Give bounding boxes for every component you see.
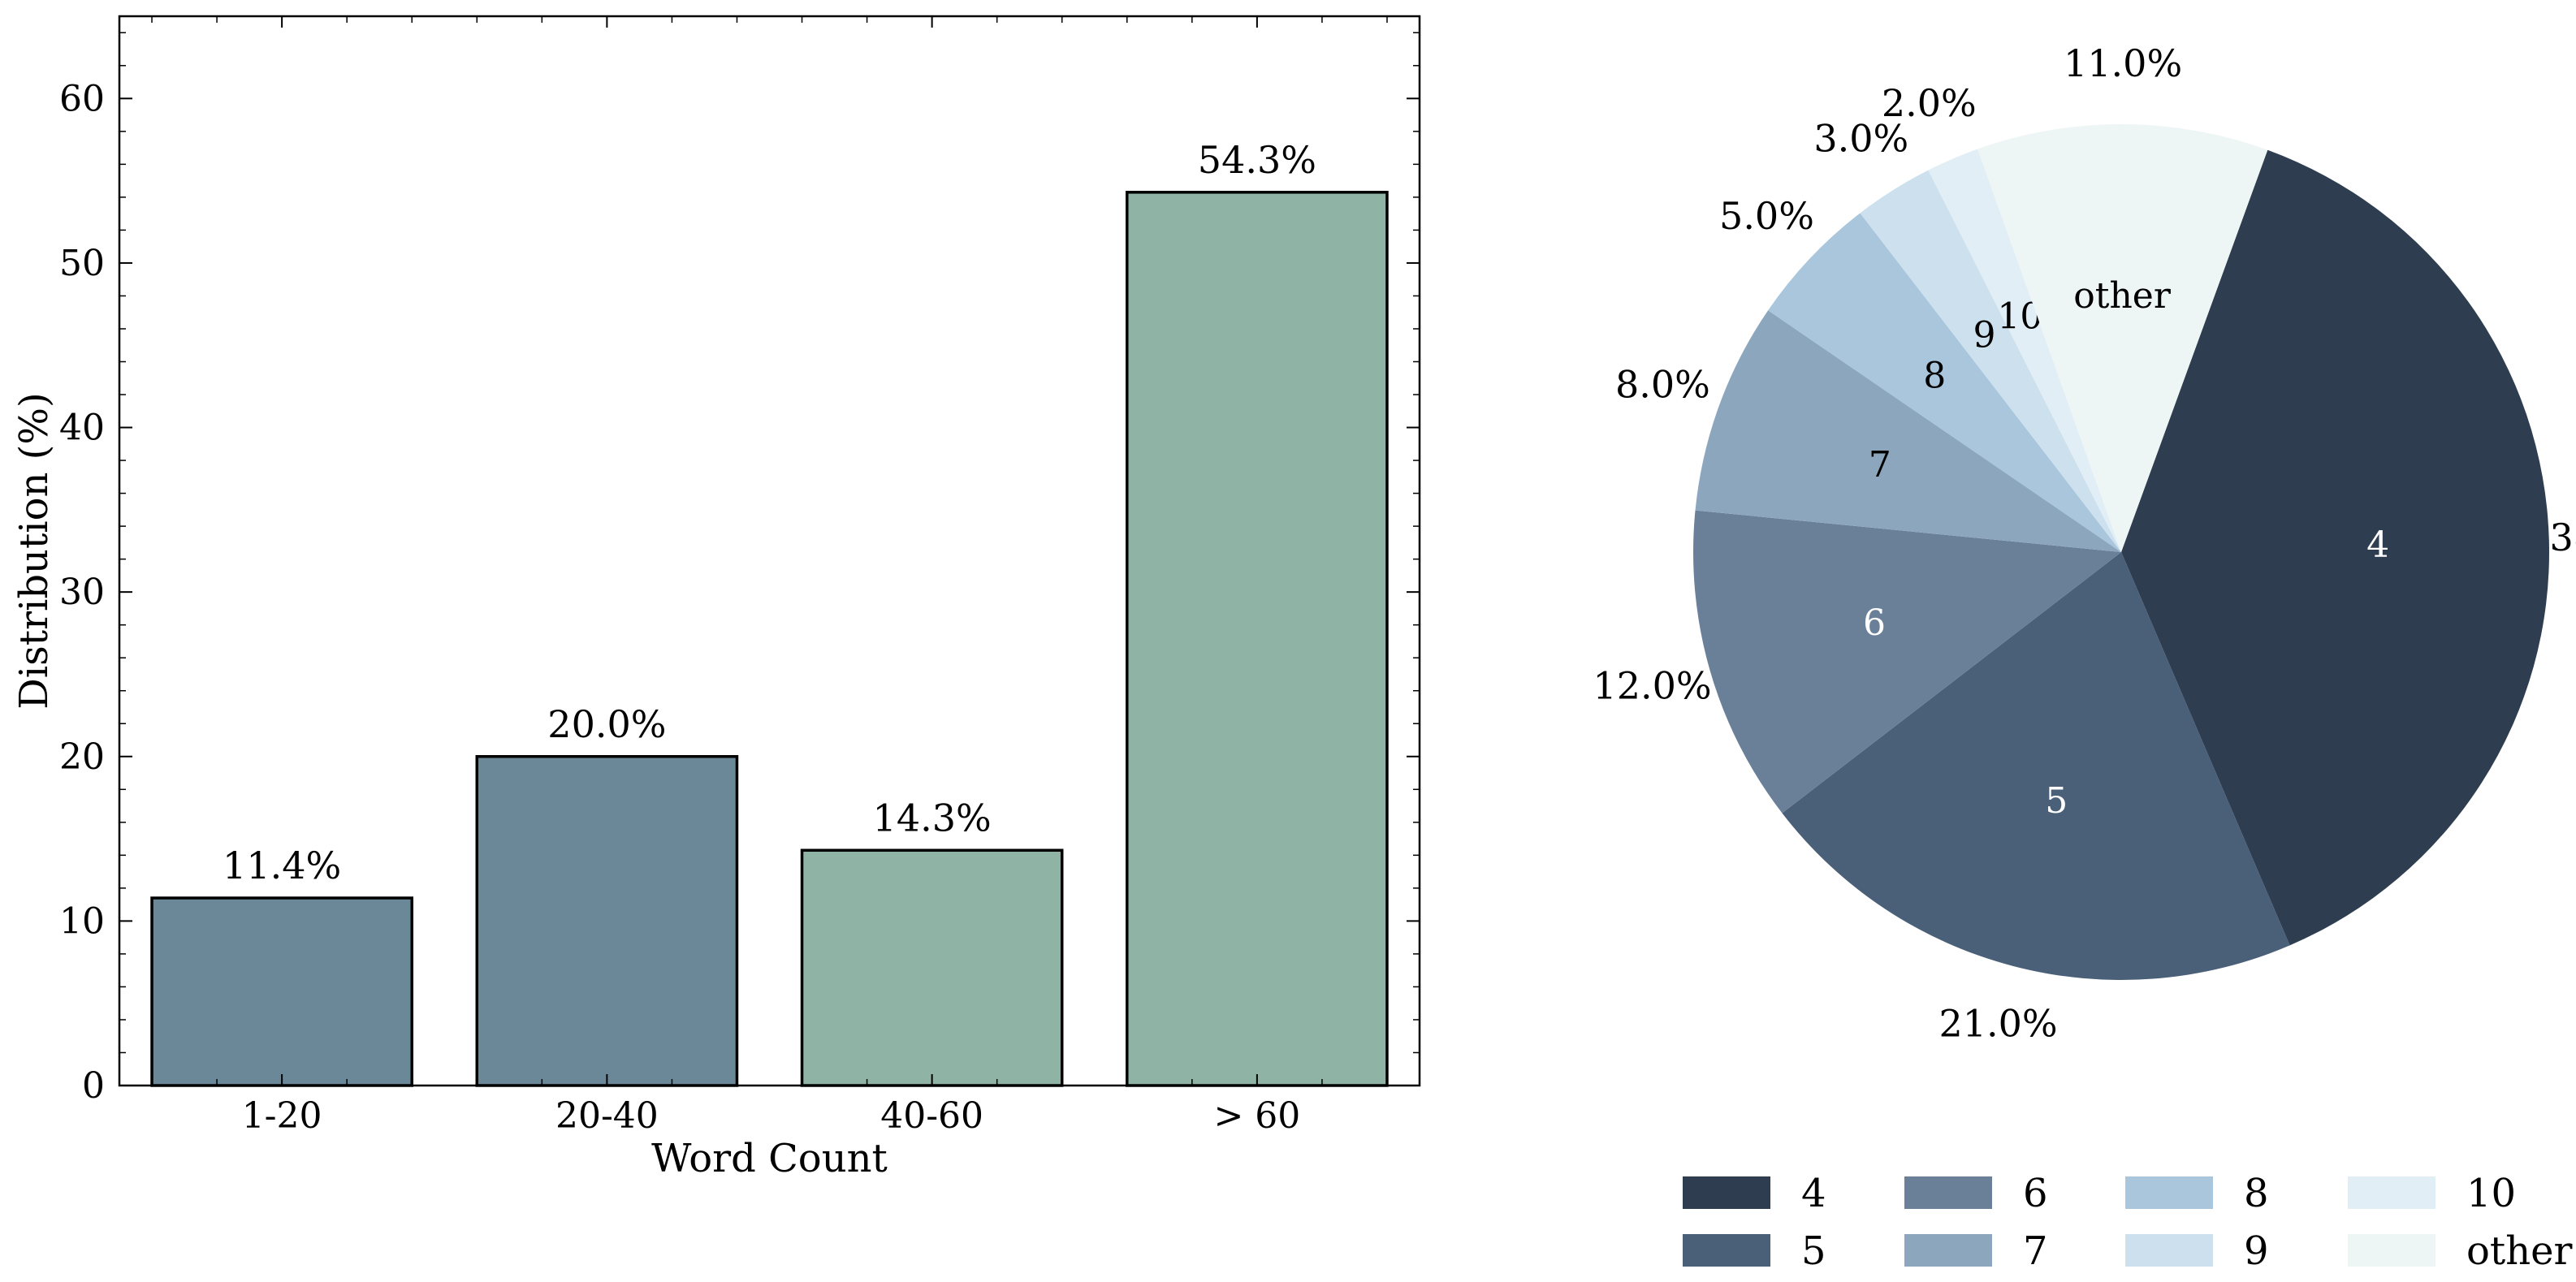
pie-percent-label: 12.0% xyxy=(1593,664,1711,708)
legend-label: 10 xyxy=(2466,1171,2516,1216)
y-tick-label: 10 xyxy=(59,900,105,942)
pie-legend: 4 5 6 7 8 9 10 other xyxy=(1683,1171,2573,1274)
legend-swatch-other xyxy=(2348,1234,2436,1267)
legend-label: other xyxy=(2466,1228,2573,1274)
y-tick-label: 30 xyxy=(59,572,105,613)
legend-label: 4 xyxy=(1801,1171,1826,1216)
bar-2 xyxy=(475,755,739,1087)
y-tick-label: 40 xyxy=(59,408,105,449)
pie-slice-label: 6 xyxy=(1863,602,1886,644)
pie-slice-8 xyxy=(1768,213,2121,552)
bar-3 xyxy=(800,848,1064,1087)
legend-label: 7 xyxy=(2023,1228,2048,1274)
pie-slice-label: 5 xyxy=(2045,780,2068,822)
legend-swatch-5 xyxy=(1683,1234,1770,1267)
pie-slice-9 xyxy=(1860,170,2121,552)
pie-percent-label: 38.0% xyxy=(2549,516,2576,559)
pie-slice-5 xyxy=(1782,552,2290,980)
bar-data-label: 20.0% xyxy=(547,702,666,746)
pie-slice-10 xyxy=(1928,149,2121,553)
pie-percent-label: 8.0% xyxy=(1615,363,1710,407)
legend-swatch-7 xyxy=(1904,1234,1992,1267)
legend-label: 5 xyxy=(1801,1228,1826,1274)
x-tick-label: 1-20 xyxy=(242,1095,322,1137)
pie-slice-label: 4 xyxy=(2366,524,2389,566)
y-tick-label: 0 xyxy=(82,1065,105,1107)
pie-slice-other xyxy=(1977,124,2268,552)
pie-percent-label: 5.0% xyxy=(1719,194,1814,238)
legend-label: 8 xyxy=(2244,1171,2269,1216)
bar-data-label: 11.4% xyxy=(223,844,341,887)
legend-swatch-4 xyxy=(1683,1176,1770,1209)
pie-percent-label: 21.0% xyxy=(1938,1001,2057,1045)
bar-data-label: 14.3% xyxy=(873,796,992,840)
x-tick-label: 40-60 xyxy=(880,1095,983,1137)
y-axis-title: Distribution (%) xyxy=(11,392,57,709)
pie-slice-label: 8 xyxy=(1923,356,1946,397)
pie-percent-label: 2.0% xyxy=(1882,81,1977,125)
bar-data-label: 54.3% xyxy=(1198,138,1316,182)
y-tick-label: 50 xyxy=(59,243,105,284)
pie-chart: 438.0%521.0%612.0%78.0%85.0%93.0%102.0%o… xyxy=(1593,41,2576,1045)
legend-swatch-9 xyxy=(2125,1234,2213,1267)
y-tick-label: 20 xyxy=(59,736,105,778)
x-tick-label: 20-40 xyxy=(555,1095,659,1137)
y-tick-label: 60 xyxy=(59,78,105,119)
x-axis-title: Word Count xyxy=(651,1136,888,1181)
legend-swatch-8 xyxy=(2125,1176,2213,1209)
pie-slice-4 xyxy=(2121,149,2549,946)
legend-label: 6 xyxy=(2023,1171,2048,1216)
pie-slice-label: 9 xyxy=(1973,314,1996,356)
legend-swatch-6 xyxy=(1904,1176,1992,1209)
pie-slice-7 xyxy=(1695,310,2121,552)
pie-slice-label: other xyxy=(2073,275,2172,317)
legend-swatch-10 xyxy=(2348,1176,2436,1209)
bar-1 xyxy=(150,896,413,1087)
pie-percent-label: 11.0% xyxy=(2064,41,2182,85)
x-tick-label: > 60 xyxy=(1213,1095,1300,1137)
pie-percent-label: 3.0% xyxy=(1813,117,1908,161)
plot-frame xyxy=(118,15,1421,1087)
bar-4 xyxy=(1126,191,1389,1087)
bar-chart: 11.4% 1-20 20.0% 20-40 14.3% 40-60 54.3% > 60 0 1… xyxy=(11,15,1421,1181)
pie-slice-6 xyxy=(1692,510,2121,814)
pie-slice-label: 7 xyxy=(1869,444,1891,486)
legend-label: 9 xyxy=(2244,1228,2269,1274)
